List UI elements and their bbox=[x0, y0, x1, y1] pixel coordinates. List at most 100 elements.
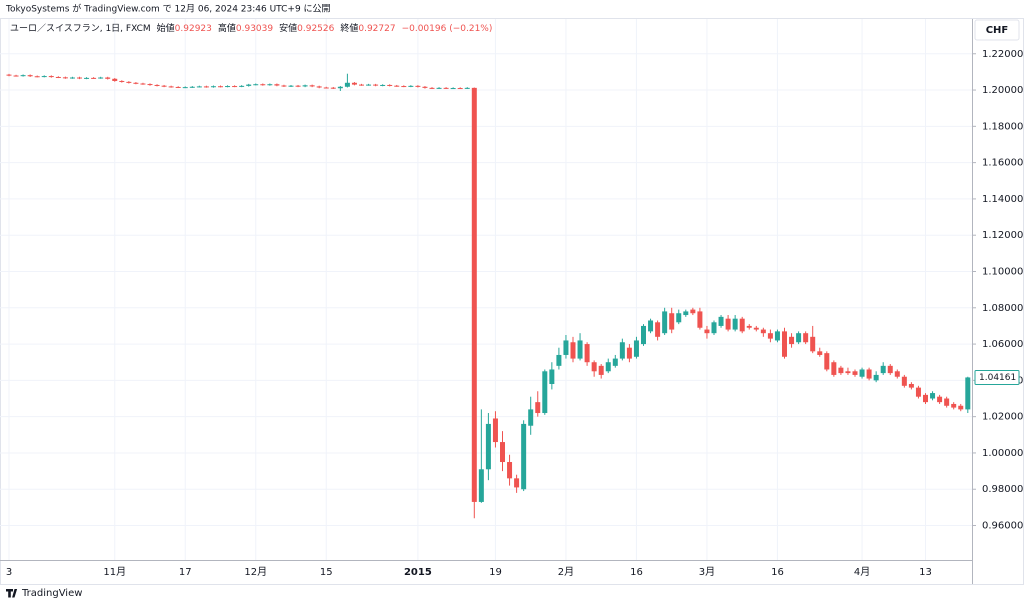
candle-body bbox=[789, 336, 795, 345]
candle-body bbox=[133, 82, 139, 84]
y-tick-label: 1.20000 bbox=[982, 85, 1023, 96]
candle-body bbox=[767, 333, 773, 339]
candle-body bbox=[838, 367, 844, 374]
candle-body bbox=[605, 362, 611, 372]
footer-logo bbox=[6, 589, 18, 598]
candle-body bbox=[182, 87, 188, 89]
candle-body bbox=[774, 331, 780, 341]
candle-body bbox=[457, 88, 463, 90]
ohlc-label: 高値 bbox=[218, 22, 236, 34]
candle-body bbox=[309, 85, 315, 87]
candle-body bbox=[373, 84, 379, 86]
candle-body bbox=[485, 423, 491, 470]
candle-body bbox=[330, 87, 336, 89]
candle-body bbox=[48, 76, 54, 78]
candle-body bbox=[612, 358, 618, 366]
candle-body bbox=[69, 77, 75, 79]
y-tick-label: 0.96000 bbox=[982, 521, 1023, 532]
ohlc-value: 0.93039 bbox=[236, 24, 273, 34]
candle-body bbox=[901, 376, 907, 386]
candle-body bbox=[408, 85, 414, 87]
candle-body bbox=[570, 342, 576, 359]
candle-body bbox=[951, 403, 957, 408]
candle-body bbox=[521, 423, 527, 490]
candle-body bbox=[880, 365, 886, 374]
candle-body bbox=[697, 311, 703, 328]
candle-body bbox=[591, 362, 597, 372]
candle-body bbox=[175, 86, 181, 88]
candle-body bbox=[203, 86, 209, 88]
candle-body bbox=[732, 318, 738, 330]
candle-body bbox=[542, 371, 548, 414]
candle-body bbox=[507, 462, 513, 479]
candle-body bbox=[302, 85, 308, 87]
candle-body bbox=[535, 402, 541, 414]
candle-body bbox=[810, 336, 816, 352]
candle-body bbox=[295, 85, 301, 87]
candle-body bbox=[168, 86, 174, 88]
candle-body bbox=[908, 383, 914, 388]
x-tick-label: 19 bbox=[489, 567, 502, 578]
candle-body bbox=[6, 74, 12, 76]
candle-body bbox=[662, 311, 668, 334]
candle-body bbox=[239, 85, 245, 87]
candle-body bbox=[196, 86, 202, 88]
currency[interactable]: CHF bbox=[986, 25, 1009, 36]
grid bbox=[0, 19, 972, 560]
candle-body bbox=[394, 85, 400, 87]
candle-body bbox=[189, 86, 195, 88]
candle-body bbox=[232, 86, 238, 88]
candle-body bbox=[711, 322, 717, 334]
published-note: TokyoSystems が TradingView.com で 12月 06,… bbox=[5, 3, 331, 15]
candle-body bbox=[366, 84, 372, 86]
last-price-label: 1.04161 bbox=[979, 373, 1016, 383]
candle-body bbox=[824, 353, 830, 370]
footer-brand: TradingView bbox=[21, 588, 82, 599]
candle-body bbox=[492, 418, 498, 443]
candle-body bbox=[450, 88, 456, 90]
candle-body bbox=[140, 83, 146, 85]
candle-body bbox=[91, 77, 97, 79]
x-tick-label: 17 bbox=[179, 567, 192, 578]
candle-body bbox=[246, 84, 252, 86]
candle-body bbox=[739, 318, 745, 332]
candle-body bbox=[746, 325, 752, 328]
candle-body bbox=[126, 81, 132, 83]
candle-body bbox=[464, 87, 470, 89]
candle-body bbox=[683, 311, 689, 316]
currency-button[interactable] bbox=[974, 19, 1020, 41]
y-tick-label: 1.08000 bbox=[982, 303, 1023, 314]
last-price-box bbox=[974, 369, 1020, 385]
candles bbox=[6, 73, 971, 519]
candle-body bbox=[965, 377, 971, 410]
candle-body bbox=[260, 84, 266, 86]
candle-body bbox=[584, 344, 590, 363]
candle-body bbox=[852, 371, 858, 375]
x-tick-label: 2月 bbox=[558, 566, 574, 578]
candle-body bbox=[359, 84, 364, 86]
candle-body bbox=[626, 347, 632, 359]
candle-body bbox=[598, 365, 604, 375]
candle-body bbox=[873, 374, 879, 381]
candle-body bbox=[718, 316, 724, 326]
candle-body bbox=[161, 85, 167, 87]
candle-body bbox=[154, 84, 160, 86]
x-tick-label: 16 bbox=[771, 567, 784, 578]
candle-body bbox=[323, 87, 329, 89]
candle-body bbox=[478, 469, 484, 502]
candle-body bbox=[690, 309, 696, 314]
candle-body bbox=[937, 396, 943, 403]
candle-body bbox=[500, 442, 505, 463]
candle-body bbox=[77, 77, 82, 79]
candle-body bbox=[796, 333, 802, 343]
candle-body bbox=[105, 77, 111, 79]
candle-body bbox=[98, 77, 104, 79]
x-tick-label: 13 bbox=[919, 567, 932, 578]
candle-body bbox=[760, 329, 766, 334]
candle-body bbox=[387, 84, 393, 86]
candle-body bbox=[655, 322, 661, 337]
candle-body bbox=[887, 365, 893, 374]
y-tick-label: 1.00000 bbox=[982, 448, 1023, 459]
